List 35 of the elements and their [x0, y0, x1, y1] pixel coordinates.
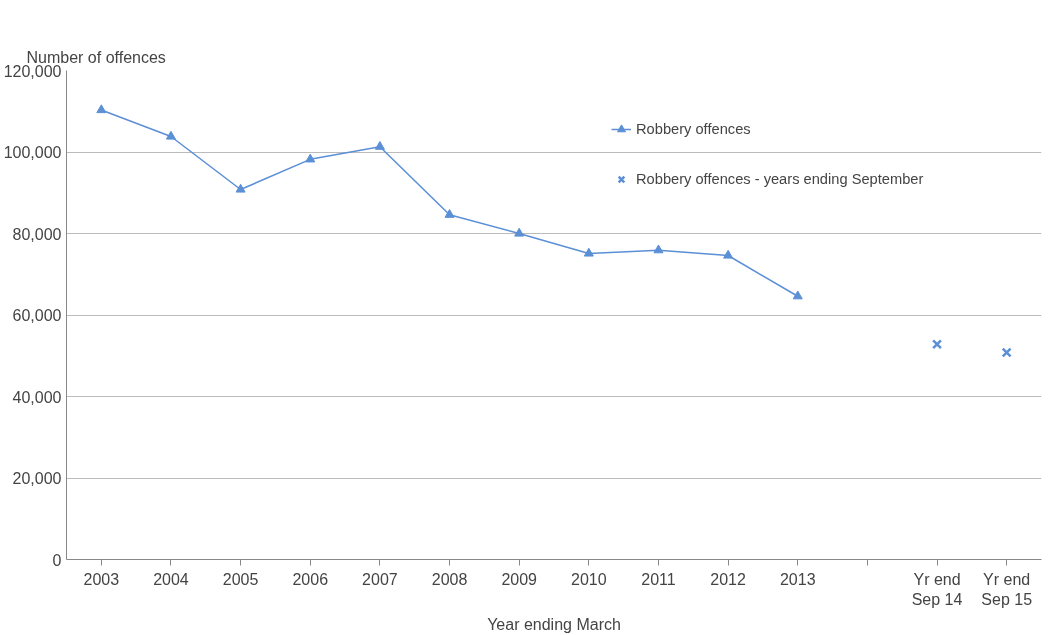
x-tick-label: 2008	[431, 570, 468, 588]
point	[1001, 347, 1012, 358]
x-tick-label: 2009	[501, 570, 538, 588]
point	[305, 153, 316, 163]
x-tick-label: 2010	[571, 570, 607, 588]
x-tick-label: 2003	[83, 570, 120, 588]
point	[792, 290, 803, 300]
x-tick-label: 2013	[779, 570, 816, 588]
point	[583, 247, 594, 257]
x-tick-label: 2011	[641, 570, 676, 588]
y-tick-label: 100,000	[3, 144, 62, 161]
x-tick-label: 2012	[710, 570, 747, 588]
point	[374, 141, 385, 150]
point	[96, 104, 107, 114]
y-tick-label: 20,000	[12, 470, 62, 487]
y-tick-label: 40,000	[12, 388, 62, 406]
point	[723, 249, 734, 259]
point	[653, 244, 664, 254]
x-tick-label: Yr end Sep 15	[981, 570, 1033, 608]
point	[514, 227, 525, 237]
point	[444, 209, 455, 218]
point	[931, 339, 943, 350]
x-tick-label: 2004	[153, 570, 189, 588]
x-tick-label: 2006	[292, 570, 329, 588]
y-tick-label: 80,000	[12, 225, 62, 243]
y-tick-label: 60,000	[12, 307, 62, 324]
x-tick-label: 2007	[362, 570, 398, 588]
point	[235, 183, 246, 193]
point	[165, 130, 176, 140]
legend-label: Robbery offences - years ending September	[636, 171, 924, 187]
x-tick-label: Yr end Sep 14	[911, 570, 963, 608]
x-axis-title: Year ending March	[487, 615, 621, 633]
y-tick-label: 0	[52, 551, 62, 569]
legend-label: Robbery offences	[636, 121, 751, 137]
x-tick-label: 2005	[222, 570, 259, 588]
